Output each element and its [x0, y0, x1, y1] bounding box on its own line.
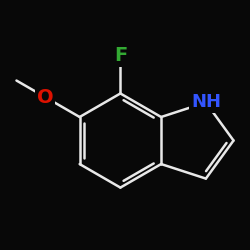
Text: F: F: [114, 46, 127, 65]
Text: O: O: [37, 88, 53, 106]
Text: NH: NH: [191, 94, 221, 112]
